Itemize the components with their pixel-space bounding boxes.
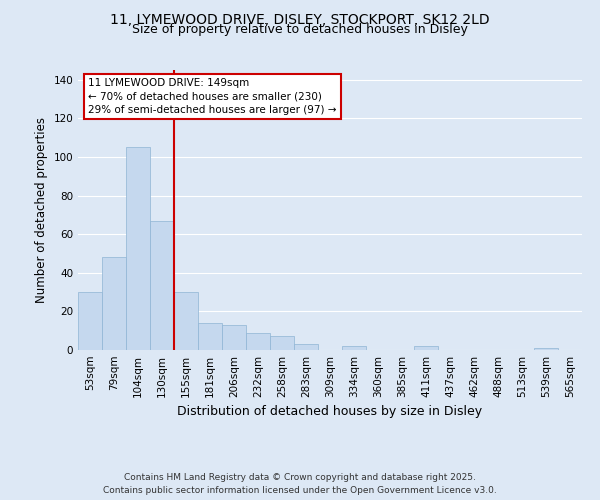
Bar [150,220,174,350]
Bar [174,292,198,350]
Y-axis label: Number of detached properties: Number of detached properties [35,117,48,303]
Bar [414,346,438,350]
Bar [126,147,150,350]
Bar [222,325,246,350]
Bar [294,344,318,350]
X-axis label: Distribution of detached houses by size in Disley: Distribution of detached houses by size … [178,406,482,418]
Bar [102,258,126,350]
Text: Contains HM Land Registry data © Crown copyright and database right 2025.
Contai: Contains HM Land Registry data © Crown c… [103,474,497,495]
Bar [534,348,558,350]
Text: 11 LYMEWOOD DRIVE: 149sqm
← 70% of detached houses are smaller (230)
29% of semi: 11 LYMEWOOD DRIVE: 149sqm ← 70% of detac… [88,78,337,115]
Text: Size of property relative to detached houses in Disley: Size of property relative to detached ho… [132,22,468,36]
Bar [246,332,270,350]
Text: 11, LYMEWOOD DRIVE, DISLEY, STOCKPORT, SK12 2LD: 11, LYMEWOOD DRIVE, DISLEY, STOCKPORT, S… [110,12,490,26]
Bar [198,323,222,350]
Bar [78,292,102,350]
Bar [342,346,366,350]
Bar [270,336,294,350]
